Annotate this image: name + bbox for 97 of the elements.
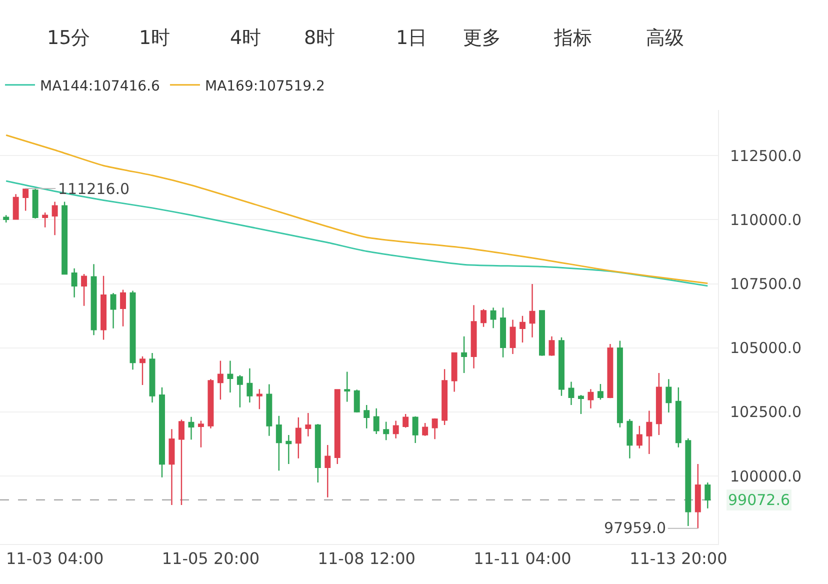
candlestick xyxy=(276,415,282,472)
candlestick xyxy=(685,438,692,527)
candlestick xyxy=(704,482,711,509)
candlestick xyxy=(392,420,399,439)
candlestick xyxy=(626,418,633,459)
candlestick xyxy=(81,273,88,306)
candlestick xyxy=(149,352,156,404)
x-tick-label: 11-13 20:00 xyxy=(630,549,728,568)
candlestick xyxy=(364,404,370,429)
candlestick xyxy=(42,212,48,228)
candlestick xyxy=(246,368,253,404)
candlestick xyxy=(548,336,555,356)
candlestick xyxy=(159,386,165,478)
x-tick-label: 11-05 20:00 xyxy=(162,549,260,568)
candlestick xyxy=(520,315,526,344)
candlestick xyxy=(295,416,302,459)
candlestick xyxy=(188,416,194,440)
candlestick xyxy=(52,201,58,236)
legend-label: MA144:107416.6 xyxy=(40,78,160,94)
candlestick xyxy=(616,340,623,428)
x-tick-label: 11-08 12:00 xyxy=(318,549,416,568)
candlestick xyxy=(140,356,146,386)
text: 1时 xyxy=(139,27,170,49)
candlestick xyxy=(314,423,321,484)
candlestick xyxy=(62,201,68,275)
text: 4时 xyxy=(230,27,262,49)
candlestick xyxy=(451,352,458,392)
candlestick xyxy=(529,283,536,338)
candlestick xyxy=(500,307,506,358)
candlestick xyxy=(100,275,107,340)
candlestick xyxy=(402,413,409,428)
candlestick xyxy=(588,388,594,409)
candlestick xyxy=(168,428,175,506)
candlestick xyxy=(130,290,136,370)
annotation: 111216.0 xyxy=(58,180,130,198)
y-tick-label: 102500.0 xyxy=(730,403,802,422)
candlestick xyxy=(373,408,380,435)
candlestick xyxy=(539,310,545,356)
candlestick xyxy=(490,307,496,329)
y-tick-label: 107500.0 xyxy=(730,275,802,294)
candlestick xyxy=(120,289,126,327)
candlestick xyxy=(198,420,204,448)
candlestick xyxy=(442,368,448,426)
candlestick xyxy=(383,421,390,441)
candlestick xyxy=(256,388,262,410)
candlestick xyxy=(597,383,604,400)
text: 高级 xyxy=(646,27,684,49)
candlestick xyxy=(354,389,360,414)
candlestick xyxy=(217,360,224,400)
candlestick xyxy=(510,319,516,355)
ref-line-label: 99072.6 xyxy=(728,491,790,509)
candlestick xyxy=(636,425,642,449)
y-tick-label: 110000.0 xyxy=(730,210,802,229)
candlestick xyxy=(32,188,38,220)
candlestick xyxy=(666,378,672,414)
candlestick xyxy=(178,419,184,506)
candlestick xyxy=(422,422,428,436)
candlestick xyxy=(656,372,662,436)
candlestick xyxy=(90,263,97,336)
candlestick xyxy=(412,416,418,444)
candlestick xyxy=(432,418,438,440)
text: 指标 xyxy=(553,27,592,49)
candlestick xyxy=(22,188,29,212)
candlestick xyxy=(3,214,10,224)
candlestick xyxy=(324,444,331,498)
candlestick xyxy=(344,371,350,402)
y-tick-label: 105000.0 xyxy=(730,339,802,358)
candlestick xyxy=(208,378,214,429)
candlestick xyxy=(286,434,292,465)
candlestick xyxy=(12,193,19,220)
x-tick-label: 11-11 04:00 xyxy=(474,549,572,568)
candlestick xyxy=(470,304,477,369)
text: 8时 xyxy=(304,27,336,49)
annotation: 97959.0 xyxy=(604,519,666,537)
candlestick xyxy=(227,360,234,394)
candlestick xyxy=(694,463,701,529)
candlestick xyxy=(461,336,468,374)
candlestick xyxy=(578,394,584,415)
candlestick xyxy=(646,410,652,455)
legend-label: MA169:107519.2 xyxy=(204,78,325,94)
candlestick xyxy=(675,386,682,448)
candlestick xyxy=(110,292,116,330)
text: 15分 xyxy=(47,27,90,49)
candlestick xyxy=(607,343,614,399)
candlestick xyxy=(305,412,312,437)
text: 1日 xyxy=(396,27,428,49)
x-tick-label: 11-03 04:00 xyxy=(6,549,104,568)
candlestick xyxy=(236,374,243,408)
candlestick xyxy=(266,384,272,436)
text: 更多 xyxy=(463,27,501,49)
y-tick-label: 112500.0 xyxy=(730,146,802,165)
y-tick-label: 100000.0 xyxy=(730,467,802,486)
candlestick xyxy=(480,308,487,328)
candlestick xyxy=(334,389,340,465)
candlestick xyxy=(71,268,78,298)
candlestick xyxy=(568,381,574,406)
candlestick xyxy=(558,336,564,396)
